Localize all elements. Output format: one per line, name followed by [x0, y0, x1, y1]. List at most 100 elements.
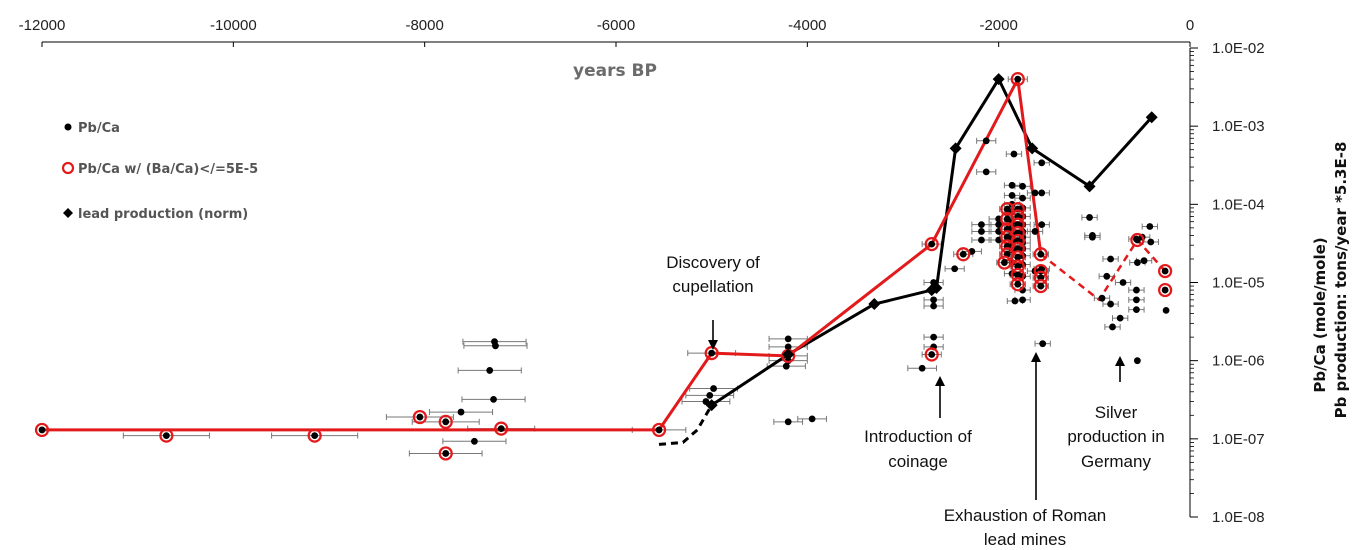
pbca-filtered-point-core — [1003, 205, 1011, 213]
pbca-filtered-point — [1033, 278, 1048, 294]
pbca-point — [1038, 189, 1046, 197]
x-tick-label: -4000 — [788, 17, 826, 34]
pbca-point — [490, 395, 497, 403]
pbca-point — [1019, 296, 1026, 304]
pbca-filtered-point-core — [708, 349, 716, 357]
annotation-silver-germany-line-2: production in — [1067, 427, 1164, 446]
pbca-filtered-point-core — [959, 250, 967, 258]
legend-label-pbca: Pb/Ca — [78, 121, 120, 136]
pbca-filtered-point-core — [928, 240, 936, 248]
annotation-cupellation-arrowhead — [708, 340, 718, 350]
pbca-point — [1162, 306, 1170, 314]
y-axis-label-line-1: Pb/Ca (mole/mole) — [1311, 237, 1329, 392]
annotation-roman-mines: Exhaustion of Roman lead mines — [944, 352, 1106, 549]
pbca-filtered-point-core — [1014, 75, 1022, 83]
annotation-silver-germany-line-1: Silver — [1095, 403, 1138, 422]
pbca-filtered-point — [1000, 201, 1015, 217]
pbca-point — [492, 342, 499, 350]
x-axis-ticks: -12000 -10000 -8000 -6000 -4000 -2000 0 — [19, 17, 1194, 47]
pbca-filtered-point — [438, 446, 453, 461]
pbca-point — [1133, 306, 1140, 314]
pbca-point — [978, 236, 985, 244]
pbca-point — [706, 391, 714, 399]
pbca-point — [784, 343, 792, 351]
y-tick-label: 1.0E-03 — [1212, 118, 1265, 135]
pbca-point — [995, 221, 1003, 229]
y-tick-label: 1.0E-07 — [1212, 431, 1265, 448]
pbca-point — [1098, 294, 1106, 302]
x-tick-label: 0 — [1186, 17, 1194, 34]
annotation-silver-germany-arrowhead — [1115, 356, 1125, 366]
pbca-point — [1010, 150, 1018, 158]
y-tick-label: 1.0E-04 — [1212, 196, 1265, 213]
pbca-filtered-point — [1130, 232, 1145, 248]
pbca-point — [1008, 181, 1016, 189]
pbca-filtered-point — [1158, 282, 1173, 298]
legend-label-lead-production: lead production (norm) — [78, 207, 248, 222]
pbca-point — [782, 362, 790, 370]
annotation-cupellation-line-2: cupellation — [672, 277, 753, 296]
pbca-filtered-point-core — [1001, 259, 1008, 266]
pbca-filtered-point-core — [1003, 215, 1011, 223]
pbca-point — [930, 302, 938, 310]
pbca-filtered-point — [307, 428, 322, 443]
y-tick-label: 1.0E-06 — [1212, 353, 1265, 370]
pbca-filtered-point — [159, 428, 174, 443]
lead-production-point — [992, 73, 1005, 86]
lead-production-point — [1083, 180, 1096, 193]
pbca-point — [918, 364, 926, 372]
lead-production-point — [705, 399, 718, 412]
pbca-filtered-point-core — [1037, 250, 1045, 258]
pbca-filtered-point-core — [311, 432, 319, 439]
annotation-coinage-line-2: coinage — [888, 452, 948, 471]
x-tick-label: -12000 — [19, 17, 66, 34]
pbca-point — [1038, 159, 1046, 167]
annotation-silver-germany-line-3: Germany — [1081, 452, 1151, 471]
pbca-filtered-point — [924, 347, 939, 362]
pbca-point — [1039, 340, 1047, 348]
pbca-point — [1086, 214, 1093, 221]
pbca-filtered-point-core — [928, 351, 936, 358]
annotation-cupellation-line-1: Discovery of — [666, 253, 760, 272]
pbca-point — [1089, 233, 1096, 241]
pbca-filtered-point — [1010, 277, 1025, 292]
pbca-filtered-point-core — [1161, 267, 1169, 275]
pbca-filtered-point-core — [1133, 236, 1141, 244]
pbca-point — [1107, 255, 1114, 263]
annotation-cupellation: Discovery of cupellation — [666, 253, 760, 350]
pbca-point — [1133, 296, 1140, 304]
pbca-filtered-point — [1033, 247, 1048, 262]
lead-production-point — [1145, 111, 1158, 124]
pbca-filtered-point — [1010, 72, 1025, 87]
data-points — [34, 72, 1173, 461]
pbca-point — [1008, 192, 1016, 199]
pbca-filtered-dashed-line — [1040, 238, 1167, 302]
annotation-coinage-arrowhead — [935, 376, 945, 386]
annotation-roman-mines-arrowhead — [1031, 352, 1041, 362]
y-tick-label: 1.0E-08 — [1212, 509, 1265, 526]
pbca-filtered-point-core — [1014, 280, 1022, 288]
pbca-filtered-point-core — [416, 413, 424, 421]
pbca-point — [1133, 357, 1141, 365]
annotation-coinage-line-1: Introduction of — [864, 427, 972, 446]
lead-production-point — [782, 348, 795, 361]
x-tick-label: -2000 — [979, 17, 1017, 34]
x-tick-label: -8000 — [405, 17, 443, 34]
pbca-point — [1140, 257, 1148, 265]
pbca-point — [1038, 221, 1046, 229]
pbca-filtered-point — [1158, 263, 1173, 279]
pbca-filtered-point-core — [1014, 271, 1022, 279]
pbca-filtered-point-core — [1014, 253, 1022, 261]
pbca-point — [1011, 297, 1019, 305]
pbca-filtered-point-core — [1003, 233, 1011, 241]
chart-title: years BP — [573, 61, 657, 81]
y-axis: 1.0E-02 1.0E-03 1.0E-04 1.0E-05 1.0E-06 1.0E-… — [1189, 40, 1265, 526]
pbca-point — [1133, 259, 1141, 266]
pbca-filtered-point-core — [442, 450, 450, 457]
pbca-filtered-point — [412, 409, 427, 425]
y-tick-label: 1.0E-02 — [1212, 40, 1265, 57]
pbca-filtered-point-core — [1161, 286, 1169, 294]
pbca-filtered-point — [494, 421, 509, 436]
pbca-filtered-point — [956, 247, 971, 262]
